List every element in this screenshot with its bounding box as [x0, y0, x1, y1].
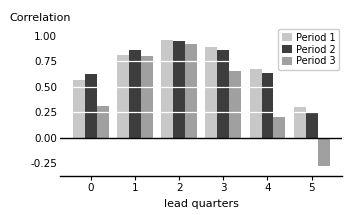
- Bar: [205, 47, 217, 138]
- Bar: [229, 71, 241, 138]
- Legend: Period 1, Period 2, Period 3: Period 1, Period 2, Period 3: [279, 29, 340, 70]
- Bar: [250, 69, 262, 138]
- Bar: [117, 55, 129, 138]
- Bar: [141, 56, 153, 138]
- Bar: [129, 50, 141, 138]
- Bar: [274, 117, 285, 138]
- Bar: [161, 40, 173, 138]
- Bar: [217, 50, 229, 138]
- X-axis label: lead quarters: lead quarters: [164, 199, 239, 209]
- Bar: [318, 138, 330, 166]
- Bar: [85, 74, 97, 138]
- Bar: [73, 80, 85, 138]
- Bar: [294, 107, 306, 138]
- Bar: [173, 41, 185, 138]
- Bar: [262, 73, 274, 138]
- Bar: [97, 106, 109, 138]
- Bar: [185, 44, 197, 138]
- Bar: [306, 112, 318, 138]
- Text: Correlation: Correlation: [9, 13, 71, 23]
